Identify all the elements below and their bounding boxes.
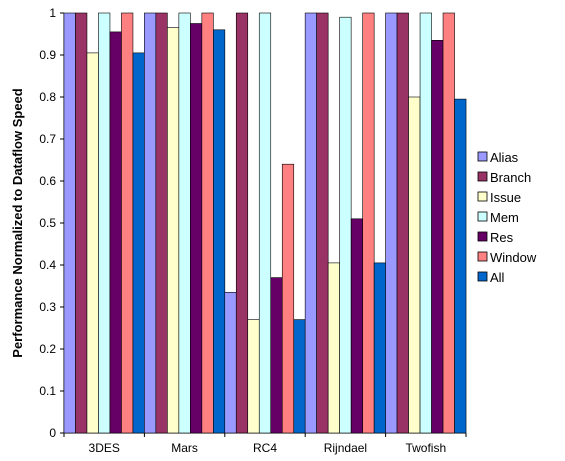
legend-swatch-branch [477, 171, 488, 182]
bar-window-rijndael [362, 12, 375, 434]
bar-window-mars [201, 12, 214, 434]
y-tick-label: 0.2 [39, 342, 56, 356]
bar-window-twofish [442, 12, 455, 434]
bar-mem-rijndael [339, 16, 352, 434]
legend-swatch-all [477, 271, 488, 282]
bar-branch-3des [75, 12, 88, 434]
x-tick-label: Twofish [405, 441, 446, 455]
legend-swatch-mem [477, 211, 488, 222]
bar-mem-mars [178, 12, 191, 434]
bar-mem-twofish [419, 12, 432, 434]
bar-issue-mars [167, 27, 180, 434]
bar-all-mars [213, 29, 226, 434]
y-tick-label: 0.8 [39, 90, 56, 104]
y-tick-label: 0.6 [39, 174, 56, 188]
bar-issue-twofish [408, 96, 421, 434]
bar-alias-rijndael [304, 12, 317, 434]
bar-issue-3des [86, 52, 99, 434]
bar-res-mars [190, 23, 203, 434]
legend-box [475, 146, 561, 292]
legend-swatch-issue [477, 191, 488, 202]
bar-window-3des [121, 12, 134, 434]
bar-all-rc4 [293, 319, 306, 434]
bar-branch-rc4 [235, 12, 249, 434]
bar-res-rc4 [270, 277, 283, 434]
legend-swatch-res [477, 231, 488, 242]
legend-swatch-window [477, 251, 488, 262]
y-tick-label: 0.3 [39, 300, 56, 314]
plot-area: 0 0.1 0.2 0.3 0.4 0.5 0.6 0.7 0.8 0.9 1 3DES Mars RC4… [39, 6, 467, 455]
x-tick-label: Rijndael [324, 441, 367, 455]
bar-res-rijndael [350, 218, 363, 434]
bar-alias-mars [144, 12, 157, 434]
bar-mem-rc4 [258, 12, 272, 434]
bar-all-3des [132, 52, 145, 434]
y-tick-label: 0.9 [39, 48, 56, 62]
legend-label-mem: Mem [490, 210, 519, 225]
bar-branch-rijndael [316, 12, 329, 434]
bar-issue-rc4 [247, 319, 260, 434]
y-tick-label: 0.4 [39, 258, 56, 272]
bar-alias-3des [63, 12, 76, 434]
y-tick-label: 0 [49, 426, 56, 440]
bar-branch-mars [155, 12, 168, 434]
y-tick-label: 0.1 [39, 384, 56, 398]
y-axis-label: Performance Normalized to Dataflow Speed [10, 88, 25, 358]
bar-all-rijndael [373, 262, 386, 434]
y-tick-label: 1 [49, 6, 56, 20]
bar-all-twofish [454, 98, 467, 434]
bar-window-rc4 [281, 163, 295, 434]
x-tick-label: Mars [171, 441, 198, 455]
bar-alias-twofish [385, 12, 398, 434]
x-tick-label: 3DES [89, 441, 120, 455]
legend: Alias Branch Issue Mem Res Window All [475, 146, 561, 292]
legend-label-res: Res [490, 230, 514, 245]
y-tick-label: 0.7 [39, 132, 56, 146]
x-tick-label: RC4 [253, 441, 277, 455]
bar-alias-rc4 [224, 291, 237, 434]
legend-label-all: All [490, 270, 505, 285]
legend-swatch-alias [477, 151, 488, 162]
legend-label-alias: Alias [490, 150, 519, 165]
bar-issue-rijndael [327, 262, 340, 434]
legend-label-issue: Issue [490, 190, 521, 205]
bar-mem-3des [98, 12, 111, 434]
legend-label-branch: Branch [490, 170, 531, 185]
bar-res-3des [109, 31, 122, 434]
legend-label-window: Window [490, 250, 537, 265]
bar-branch-twofish [396, 12, 409, 434]
bar-res-twofish [431, 39, 444, 434]
y-tick-label: 0.5 [39, 216, 56, 230]
